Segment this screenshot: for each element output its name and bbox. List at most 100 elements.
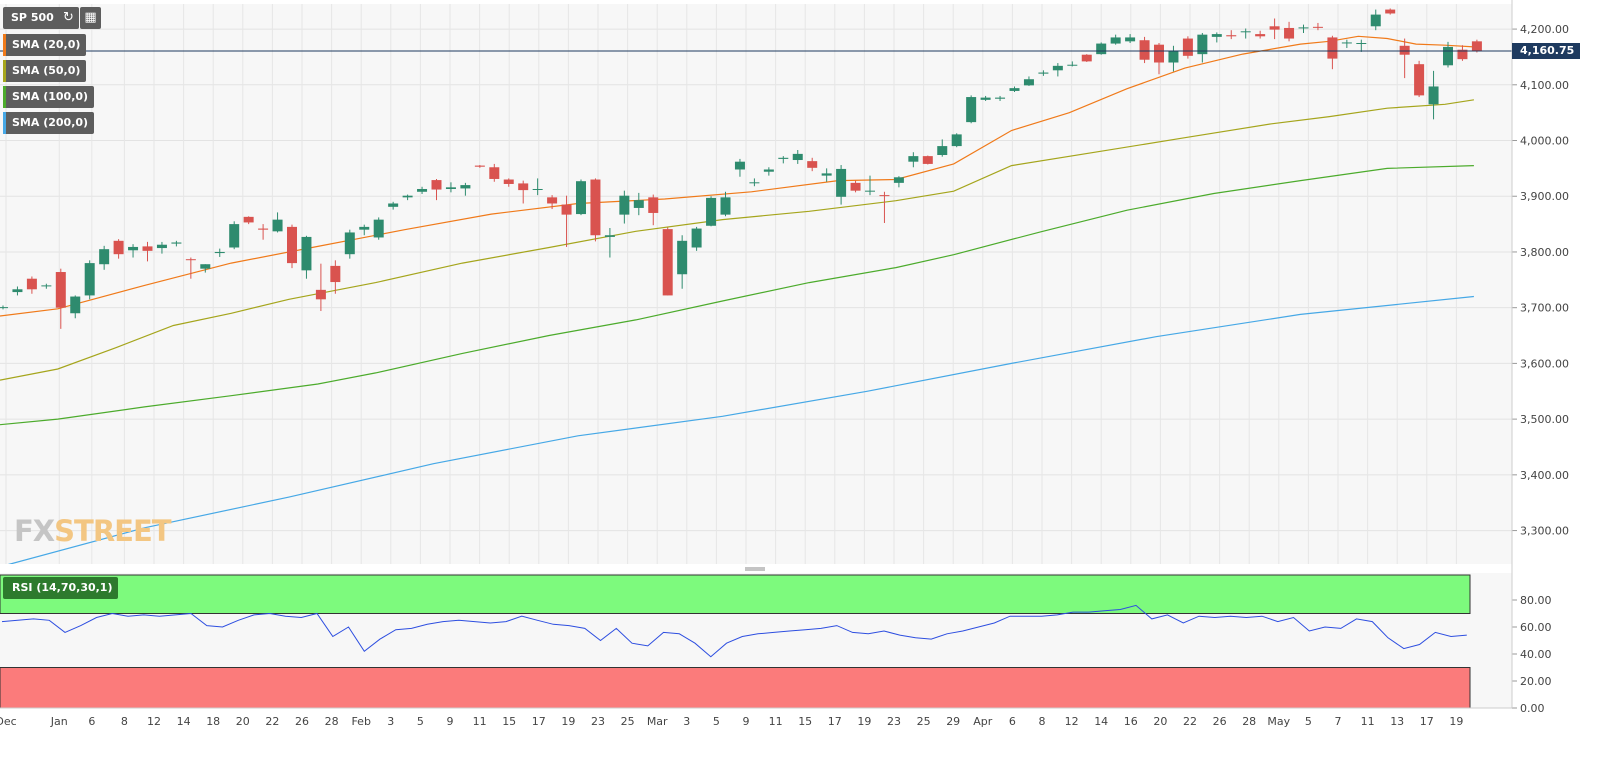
y-tick-label: 3,800.00 xyxy=(1520,246,1569,259)
legend-sma-20[interactable]: SMA (20,0) xyxy=(3,34,87,56)
candle-body xyxy=(1356,43,1367,45)
candle-body xyxy=(1168,51,1179,63)
rsi-tick-label: 40.00 xyxy=(1520,648,1552,661)
candle-body xyxy=(128,246,139,251)
rsi-legend[interactable]: RSI (14,70,30,1) xyxy=(3,577,119,599)
x-tick-label: 15 xyxy=(798,715,812,728)
y-tick-label: 4,000.00 xyxy=(1520,135,1569,148)
candle-body xyxy=(951,134,962,147)
candle-body xyxy=(893,177,904,183)
candle-body xyxy=(445,187,456,189)
x-tick-label: 8 xyxy=(121,715,128,728)
candle-body xyxy=(272,219,283,232)
candle-body xyxy=(142,246,153,251)
candle-body xyxy=(576,181,586,215)
candle-body xyxy=(1269,26,1280,30)
x-tick-label: 18 xyxy=(206,715,220,728)
legend-swatch xyxy=(3,60,6,82)
candle-body xyxy=(55,272,66,308)
candle-body xyxy=(706,197,717,226)
candle-body xyxy=(677,240,688,275)
x-tick-label: 20 xyxy=(1153,715,1167,728)
x-tick-label: 25 xyxy=(917,715,931,728)
legend-swatch xyxy=(3,86,6,108)
rsi-pane: 0.00 20.00 40.00 60.00 80.00 xyxy=(0,573,1552,715)
candle-body xyxy=(503,179,514,184)
x-tick-label: 8 xyxy=(1039,715,1046,728)
x-axis: Dec Jan 6 8 12 14 18 20 22 26 28 Feb 3 5 9 11 15 17 19 23 25… xyxy=(0,0,1513,728)
x-tick-label: 20 xyxy=(236,715,250,728)
candle-body xyxy=(518,183,529,191)
candle-body xyxy=(1226,35,1237,37)
candle-body xyxy=(648,197,659,213)
legend-label: SMA (100,0) xyxy=(12,90,89,103)
candle-body xyxy=(26,278,37,290)
x-tick-label: 12 xyxy=(147,715,161,728)
candle-body xyxy=(792,153,803,161)
x-tick-label: 22 xyxy=(265,715,279,728)
candle-body xyxy=(1341,42,1352,44)
y-tick-label: 3,400.00 xyxy=(1520,469,1569,482)
x-tick-label: 12 xyxy=(1065,715,1079,728)
y-tick-label: 4,200.00 xyxy=(1520,23,1569,36)
candle-body xyxy=(1370,14,1381,27)
candle-body xyxy=(850,182,861,191)
calendar-icon[interactable]: ▦ xyxy=(80,7,101,29)
candle-body xyxy=(1052,65,1063,71)
fxstreet-logo: FXSTREET xyxy=(14,514,172,548)
x-tick-label: Feb xyxy=(351,715,370,728)
x-tick-label: 5 xyxy=(1305,715,1312,728)
symbol-label[interactable]: SP 500 xyxy=(3,7,62,29)
x-tick-label: 3 xyxy=(387,715,394,728)
candle-body xyxy=(1443,46,1453,66)
legend-sma-50[interactable]: SMA (50,0) xyxy=(3,60,87,82)
x-tick-label: 14 xyxy=(177,715,191,728)
x-tick-label: 25 xyxy=(621,715,635,728)
legend-swatch xyxy=(3,34,6,56)
legend-sma-200[interactable]: SMA (200,0) xyxy=(3,112,95,134)
candle-body xyxy=(41,285,52,287)
legend-label: SMA (20,0) xyxy=(12,38,81,51)
x-tick-label: 11 xyxy=(1361,715,1375,728)
x-tick-label: 13 xyxy=(1390,715,1404,728)
oversold-zone xyxy=(0,667,1471,709)
candle-body xyxy=(171,242,182,244)
candle-body xyxy=(185,259,196,261)
candle-body xyxy=(1081,54,1092,62)
candle-body xyxy=(315,289,326,300)
candle-body xyxy=(359,226,370,230)
candle-body xyxy=(590,179,601,236)
x-tick-label: 29 xyxy=(946,715,960,728)
x-tick-label: 7 xyxy=(1335,715,1342,728)
refresh-icon[interactable]: ↻ xyxy=(58,7,79,29)
candle-body xyxy=(417,188,428,192)
candle-body xyxy=(1023,79,1034,86)
sma-line xyxy=(0,295,1474,568)
candle-body xyxy=(937,146,948,156)
candle-body xyxy=(1428,86,1439,105)
x-tick-label: 5 xyxy=(713,715,720,728)
x-tick-label: 17 xyxy=(828,715,842,728)
candle-body xyxy=(200,264,211,269)
candle-body xyxy=(70,296,81,314)
legend-sma-100[interactable]: SMA (100,0) xyxy=(3,86,95,108)
candle-body xyxy=(980,97,991,100)
candle-body xyxy=(1385,9,1396,14)
candle-body xyxy=(561,204,572,215)
candle-body xyxy=(1067,64,1078,66)
x-tick-label: 17 xyxy=(1420,715,1434,728)
candle-body xyxy=(1471,41,1482,51)
candle-body xyxy=(966,97,977,123)
x-tick-label: 19 xyxy=(1449,715,1463,728)
candle-body xyxy=(156,244,167,249)
candle-body xyxy=(1182,38,1193,56)
candle-body xyxy=(1125,37,1136,42)
candle-body xyxy=(821,173,832,176)
x-tick-label: 28 xyxy=(325,715,339,728)
candle-body xyxy=(258,228,269,230)
candle-body xyxy=(243,216,254,223)
candle-body xyxy=(1139,40,1150,60)
candle-body xyxy=(778,157,789,159)
candle-body xyxy=(995,97,1006,99)
